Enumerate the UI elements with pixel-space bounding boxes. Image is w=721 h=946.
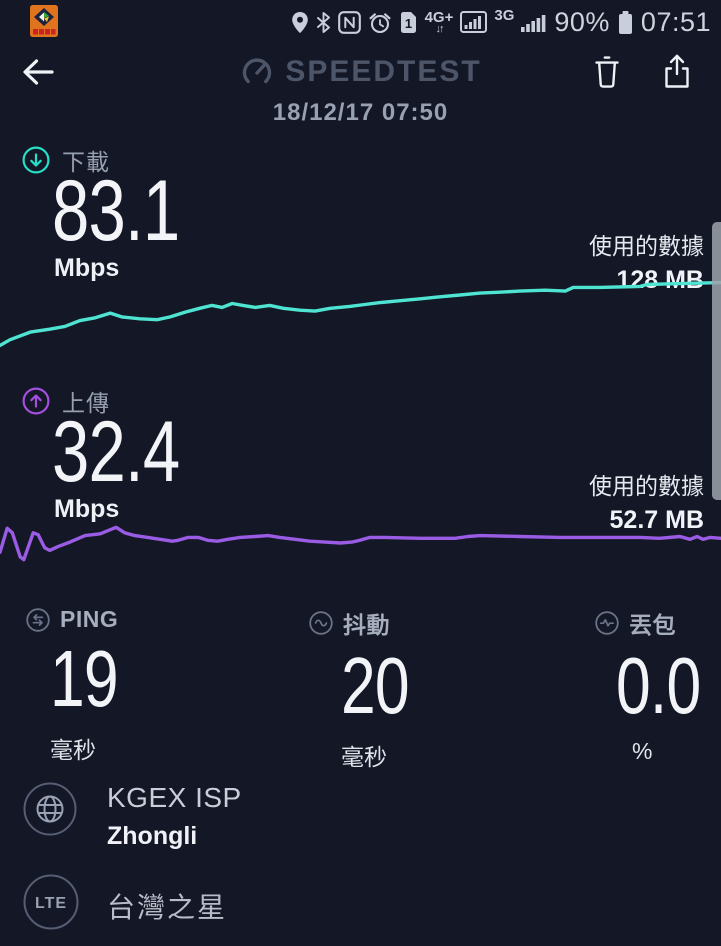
- packet-loss-unit: %: [632, 738, 653, 764]
- signal-strength-icon: [521, 15, 546, 32]
- network-mode-label: 4G+: [424, 8, 454, 26]
- sim-slot-number: 1: [404, 16, 411, 31]
- jitter-label: 抖動: [343, 612, 390, 638]
- download-value: 83.1: [52, 163, 180, 259]
- jitter-value: 20: [341, 641, 410, 730]
- back-button[interactable]: [14, 50, 58, 94]
- bluetooth-icon: [316, 11, 330, 33]
- app-title: SPEEDTEST: [285, 55, 482, 88]
- jitter-icon: [309, 611, 333, 635]
- lte-icon: LTE: [23, 874, 79, 930]
- test-timestamp: 18/12/17 07:50: [272, 99, 449, 126]
- upload-unit: Mbps: [54, 495, 120, 523]
- ping-unit: 毫秒: [50, 737, 96, 763]
- scrollbar[interactable]: [712, 222, 721, 500]
- download-chart: [0, 280, 721, 348]
- ping-label: PING: [60, 606, 119, 632]
- upload-icon: [22, 387, 50, 415]
- server-location: Zhongli: [107, 822, 198, 850]
- data-used-value: 52.7 MB: [609, 506, 704, 534]
- isp-name: KGEX ISP: [107, 782, 242, 813]
- isp-info: KGEX ISP Zhongli: [107, 782, 242, 851]
- packet-loss-label: 丟包: [629, 612, 676, 638]
- download-data-used: 使用的數據 128 MB: [589, 227, 704, 295]
- promo-app-glyph: [30, 5, 58, 37]
- download-icon: [22, 146, 50, 174]
- jitter-header: 抖動: [308, 606, 528, 640]
- gauge-icon: [243, 58, 272, 84]
- upload-value: 32.4: [52, 404, 180, 500]
- ping-header: PING: [25, 606, 245, 633]
- location-icon: [291, 11, 308, 33]
- network-3g-label: 3G: [494, 7, 515, 24]
- ping-icon: [26, 607, 50, 632]
- trash-icon: [595, 56, 619, 88]
- download-label: 下載: [62, 149, 110, 175]
- carrier-name: 台灣之星: [107, 892, 228, 923]
- nfc-icon: [337, 10, 361, 34]
- sim-card-icon: 1: [400, 11, 416, 33]
- network-type-label: LTE: [35, 895, 67, 912]
- isp-globe: [22, 781, 78, 837]
- share-result-button[interactable]: [658, 53, 696, 91]
- ping-stat: PING 19 毫秒: [25, 606, 245, 765]
- upload-header: 上傳: [21, 384, 110, 418]
- upload-label: 上傳: [62, 390, 110, 416]
- back-arrow-icon: [23, 59, 54, 85]
- globe-icon: [23, 782, 77, 836]
- data-used-label: 使用的數據: [589, 473, 704, 499]
- packet-loss-icon: [595, 611, 619, 635]
- download-header: 下載: [21, 143, 110, 177]
- share-icon: [665, 54, 689, 88]
- delete-result-button[interactable]: [588, 53, 626, 91]
- data-used-label: 使用的數據: [589, 233, 704, 259]
- packet-loss-stat: 丟包 0.0 %: [594, 606, 701, 765]
- battery-percent: 90%: [554, 6, 610, 37]
- notification-app-icon: [30, 5, 58, 37]
- data-transfer-arrows: ↓↑: [435, 22, 444, 35]
- alarm-icon: [369, 12, 391, 33]
- jitter-unit: 毫秒: [341, 744, 387, 770]
- network-4g-badge: 4G+ ↓↑: [425, 10, 454, 35]
- packet-loss-value: 0.0: [616, 641, 701, 730]
- jitter-stat: 抖動 20 毫秒: [308, 606, 528, 772]
- download-unit: Mbps: [54, 254, 120, 282]
- packet-loss-header: 丟包: [594, 606, 694, 640]
- data-used-value: 128 MB: [616, 266, 704, 294]
- status-bar: 1 4G+ ↓↑ 3G 90% 07:51: [0, 0, 721, 44]
- upload-data-used: 使用的數據 52.7 MB: [589, 467, 704, 535]
- upload-chart: [0, 525, 721, 562]
- speedtest-logo: SPEEDTEST: [0, 52, 721, 92]
- network-type-badge: LTE: [22, 873, 80, 931]
- ping-value: 19: [50, 634, 119, 723]
- clock: 07:51: [640, 6, 711, 37]
- battery-icon: [618, 10, 632, 34]
- mobile-data-signal-icon: [460, 11, 488, 33]
